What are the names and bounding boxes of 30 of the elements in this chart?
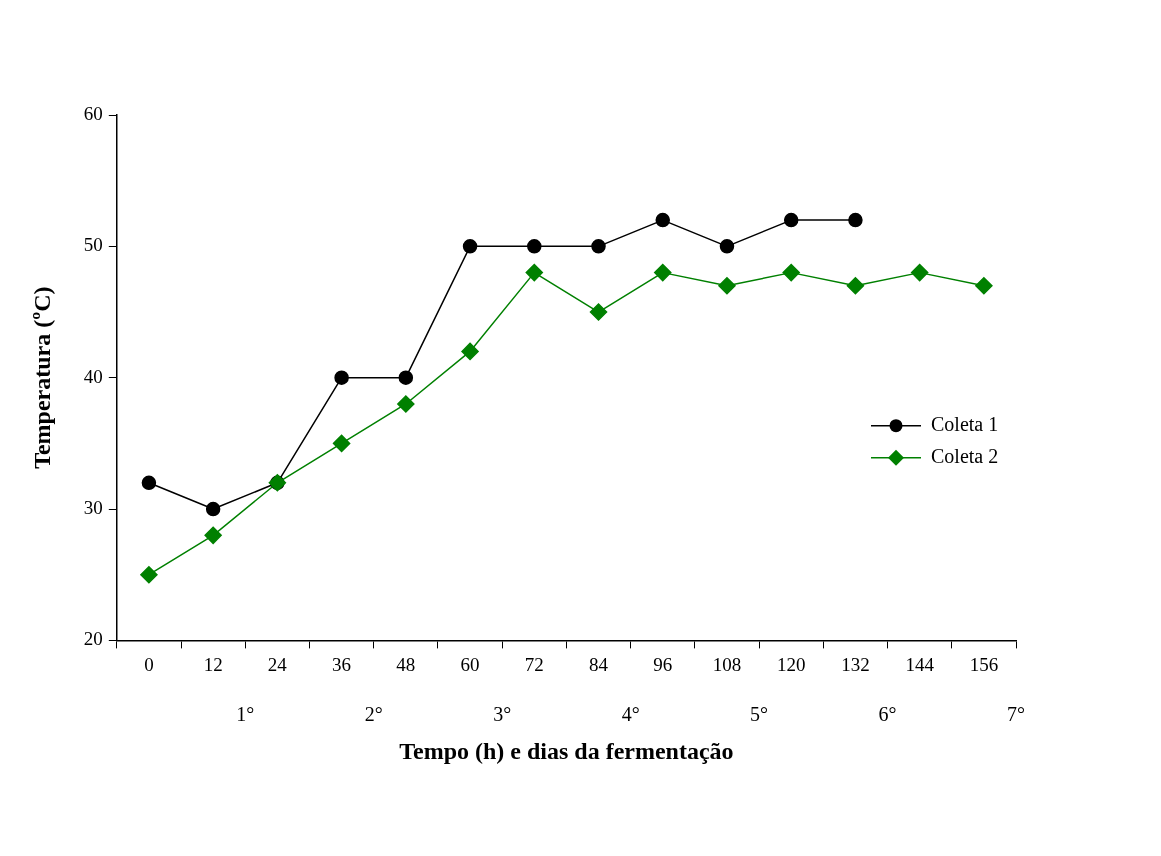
text: 6° — [878, 702, 897, 725]
text: 3° — [493, 702, 512, 725]
y-tick-label: 30 — [83, 497, 103, 519]
legend-label: Coleta 1 — [931, 412, 999, 435]
x-tick-label: 60 — [460, 653, 480, 675]
text: 4° — [621, 702, 640, 725]
text: 1° — [236, 702, 255, 725]
x-tick-label: 72 — [524, 653, 544, 675]
x-tick-label: 156 — [969, 653, 999, 675]
x-axis-title: Tempo (h) e dias da fermentação — [399, 737, 734, 764]
legend-label: Coleta 2 — [931, 444, 999, 467]
x-tick-label: 48 — [396, 653, 416, 675]
x-tick-label: 24 — [267, 653, 288, 675]
text: 7° — [1007, 702, 1025, 725]
x-tick-label: 96 — [653, 653, 673, 675]
x-tick-label: 84 — [589, 653, 609, 675]
x-tick-label: 108 — [712, 653, 742, 675]
x-tick-label: 144 — [905, 653, 935, 675]
x-tick-label: 132 — [841, 653, 870, 675]
y-tick-label: 40 — [83, 365, 103, 387]
x-tick-label: 120 — [776, 653, 806, 675]
x-tick-label: 0 — [144, 653, 154, 675]
text: 2° — [364, 702, 383, 725]
x-tick-label: 12 — [203, 653, 223, 675]
y-tick-label: 50 — [83, 234, 103, 256]
text: 5° — [750, 702, 769, 725]
y-tick-label: 20 — [83, 628, 103, 650]
y-tick-label: 60 — [83, 102, 103, 124]
y-axis-title: Temperatura (ºC) — [28, 286, 55, 469]
x-tick-label: 36 — [332, 653, 352, 675]
